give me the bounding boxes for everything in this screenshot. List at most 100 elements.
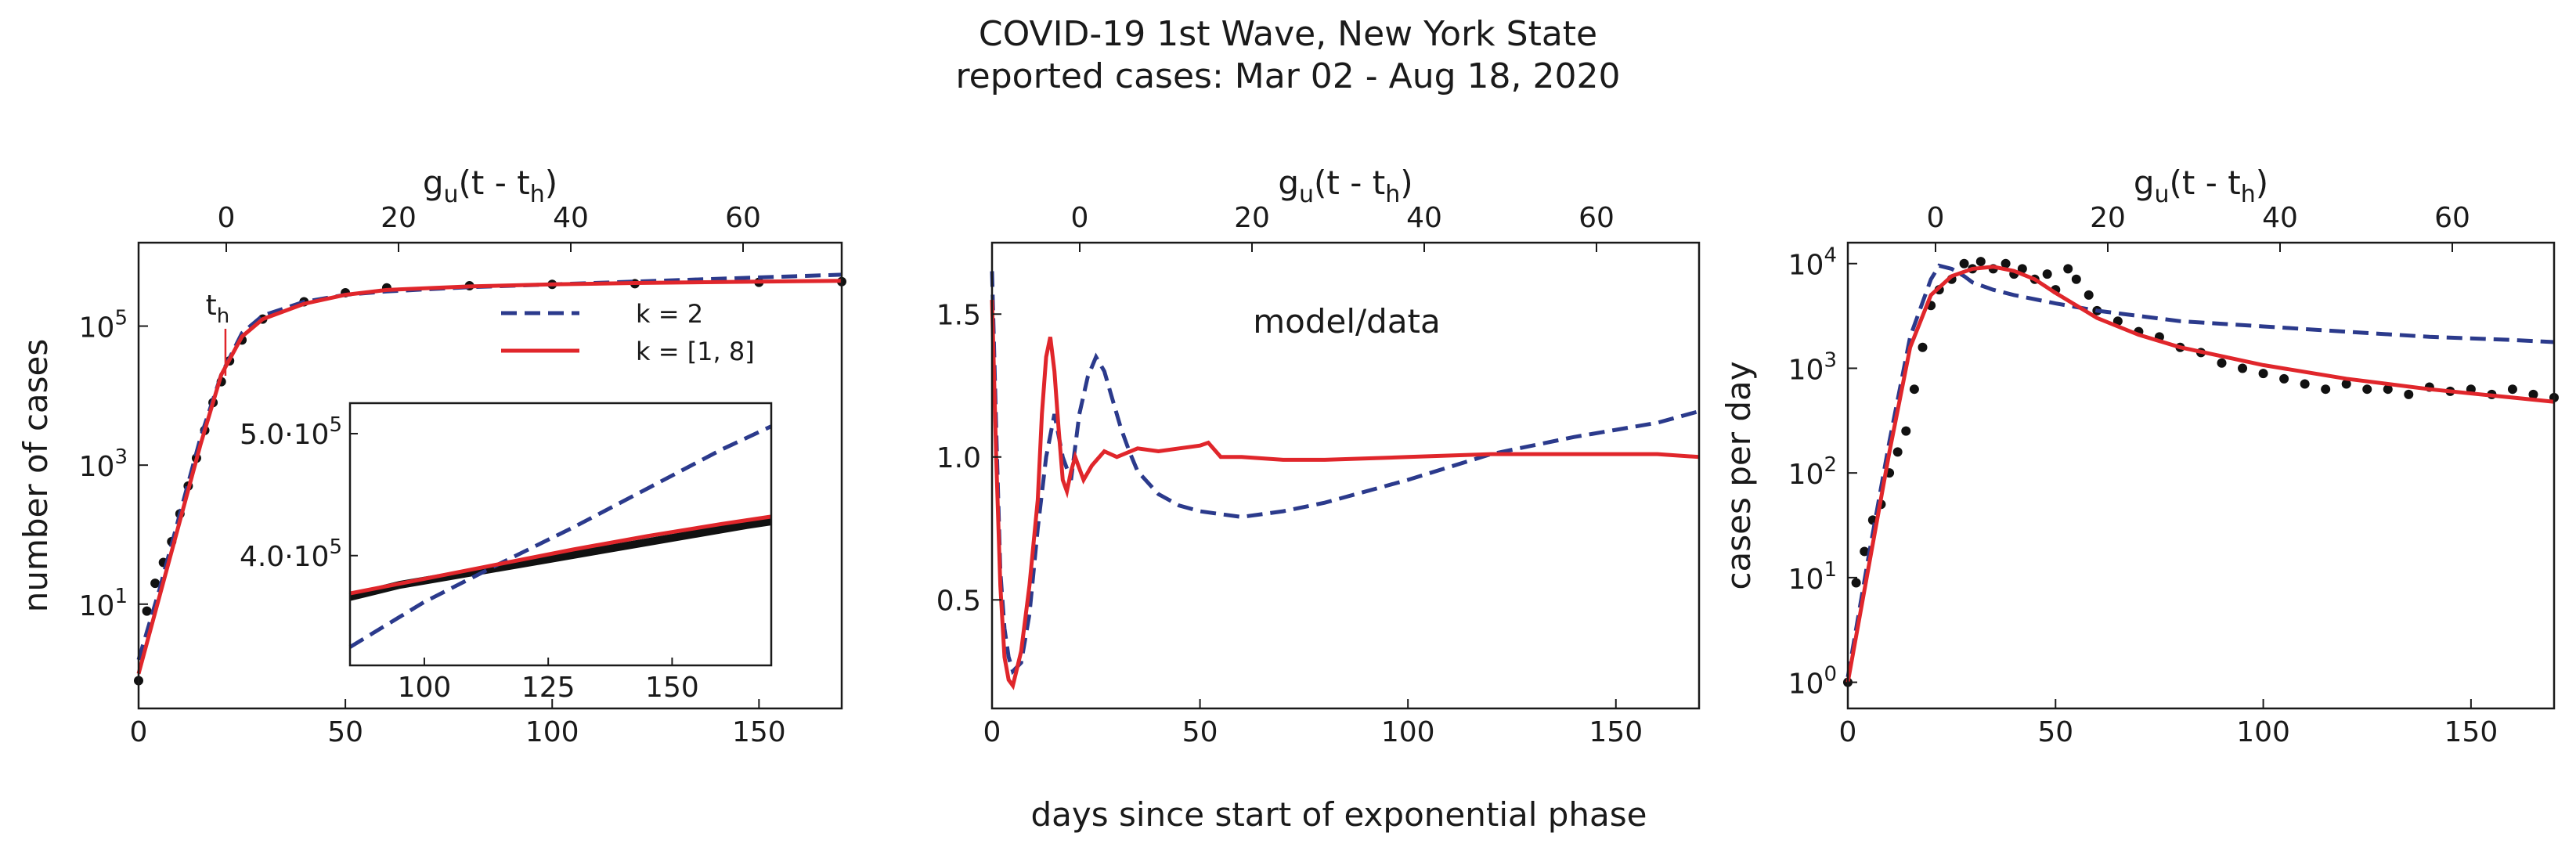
daily-frame (1846, 241, 2556, 710)
cumulative-y-tick-label-part: 3 (114, 445, 128, 469)
cumulative-y-axis-label: number of cases (16, 339, 55, 613)
cumulative-top-tick-label-part: 20 (381, 202, 417, 234)
th-marker-label: th (206, 290, 230, 328)
cumulative-top-tick-label-part: 0 (218, 202, 236, 234)
ratio-top-tick-label-part: 60 (1578, 202, 1615, 234)
daily-data-point (2300, 379, 2310, 389)
daily-data-point (2341, 379, 2351, 389)
cumulative-top-axis-label-part: u (444, 181, 459, 208)
daily-y-tick-label-part: 10 (1788, 459, 1824, 491)
ratio-x-tick-label-part: 50 (1182, 716, 1218, 748)
daily-data-point (2001, 258, 2011, 269)
daily-top-axis-label-part: u (2155, 181, 2170, 208)
cumulative-y-tick-label: 105 (79, 307, 128, 344)
th-marker-label-part: t (206, 290, 217, 322)
inset-y-tick-label: 4.0·105 (240, 535, 342, 573)
daily-y-tick-label-part: 2 (1824, 453, 1837, 477)
daily-line-k18 (1845, 265, 2555, 683)
daily-data-point (2017, 264, 2027, 274)
daily-top-axis-label-part: h (2241, 181, 2256, 208)
ratio-top-tick-label-part: 0 (1071, 202, 1089, 234)
inset-frame (348, 402, 773, 667)
inset-y-tick-label-part: 5 (329, 413, 342, 437)
daily-top-tick-label: 40 (2262, 202, 2298, 234)
daily-data-point (1918, 342, 1928, 352)
cumulative-top-axis-label-part: g (423, 164, 444, 202)
legend-label-k18: k = [1, 8] (636, 337, 755, 366)
inset-y-tick-label-part: 5 (329, 535, 342, 559)
cumulative-x-tick-label: 100 (525, 716, 579, 748)
legend-label-k2: k = 2 (636, 299, 703, 329)
daily-x-tick-label: 0 (1839, 716, 1857, 748)
daily-y-tick-label-part: 3 (1824, 348, 1837, 372)
ratio-top-axis-label-part: g (1278, 164, 1299, 202)
cumulative-top-tick-label-part: 60 (725, 202, 761, 234)
inset-x-tick-label-part: 100 (398, 672, 452, 704)
daily-data-point (2071, 274, 2081, 284)
cumulative-x-tick-label-part: 0 (130, 716, 148, 748)
daily-data-point (2383, 384, 2393, 395)
ratio-x-tick-label: 150 (1589, 716, 1643, 748)
daily-top-axis-label-part: ) (2256, 164, 2268, 202)
panel-cumulative: gu(t - th)0 20 40 600 50 100 150101103105numbe… (16, 164, 846, 748)
daily-top-axis-label-part: g (2134, 164, 2155, 202)
cumulative-y-tick-label-part: 10 (79, 312, 115, 344)
ratio-frame (990, 241, 1701, 710)
daily-x-tick-label-part: 100 (2236, 716, 2290, 748)
daily-data-point (1892, 447, 1903, 457)
daily-top-tick-label-part: 0 (1927, 202, 1945, 234)
daily-data-point (1959, 258, 1969, 269)
daily-top-tick-label-part: 60 (2434, 202, 2470, 234)
daily-data-point (2528, 389, 2538, 399)
daily-data-point (2258, 369, 2268, 379)
ratio-line-k18 (990, 299, 1700, 690)
daily-y-tick-label-part: 4 (1824, 244, 1837, 268)
daily-data-point (2238, 363, 2248, 373)
cumulative-top-tick-label-part: 40 (553, 202, 589, 234)
ratio-top-tick-label: 20 (1234, 202, 1270, 234)
th-marker-label-part: h (217, 305, 229, 328)
inset-y-tick-label: 5.0·105 (240, 413, 342, 451)
cumulative-x-tick-label: 150 (732, 716, 786, 748)
cumulative-top-axis-label-part: ) (545, 164, 557, 202)
daily-y-tick-label-part: 10 (1788, 354, 1824, 386)
ratio-x-tick-label: 0 (983, 716, 1001, 748)
daily-y-tick-label-part: 1 (1824, 558, 1837, 582)
cumulative-data-point (150, 578, 161, 589)
daily-data-point (1975, 257, 1986, 267)
inset-x-tick-label-part: 150 (645, 672, 699, 704)
daily-data-point (1901, 426, 1911, 436)
daily-x-tick-label-part: 150 (2444, 716, 2498, 748)
daily-data-point (2362, 384, 2372, 395)
daily-y-tick-label: 100 (1788, 663, 1837, 701)
daily-data-point (2321, 384, 2331, 395)
cumulative-top-axis-label-part: h (530, 181, 545, 208)
ratio-y-tick-label: 1.0 (936, 442, 981, 474)
daily-x-tick-label-part: 50 (2037, 716, 2073, 748)
ratio-top-tick-label: 0 (1071, 202, 1089, 234)
legend: k = 2 k = [1, 8] (501, 299, 755, 366)
ratio-x-tick-label: 50 (1182, 716, 1218, 748)
daily-data-point (2507, 384, 2517, 395)
ratio-top-axis-label: gu(t - th) (1278, 164, 1412, 208)
daily-data-point (2084, 290, 2094, 300)
legend-label-k2-part: k = 2 (636, 299, 703, 329)
daily-line-k2 (1845, 263, 2555, 678)
cumulative-frame (137, 241, 843, 710)
ratio-y-tick-label-part: 1.5 (936, 299, 981, 331)
inset-line-k18 (349, 514, 772, 596)
cumulative-y-tick-label-part: 1 (114, 585, 128, 608)
daily-x-tick-label: 150 (2444, 716, 2498, 748)
cumulative-data-point (142, 606, 152, 616)
ratio-top-axis-label-part: ) (1400, 164, 1412, 202)
cumulative-y-tick-label-part: 10 (79, 451, 115, 483)
cumulative-x-tick-label-part: 150 (732, 716, 786, 748)
inset-x-tick-label: 150 (645, 672, 699, 704)
daily-y-tick-label: 102 (1788, 453, 1837, 491)
ratio-top-axis-label-part: (t - t (1314, 164, 1385, 202)
ratio-y-tick-label-part: 0.5 (936, 585, 981, 617)
daily-top-axis-label: gu(t - th) (2134, 164, 2268, 208)
daily-y-tick-label: 103 (1788, 348, 1837, 386)
legend-label-k18-part: k = [1, 8] (636, 337, 755, 366)
cumulative-top-tick-label: 0 (218, 202, 236, 234)
